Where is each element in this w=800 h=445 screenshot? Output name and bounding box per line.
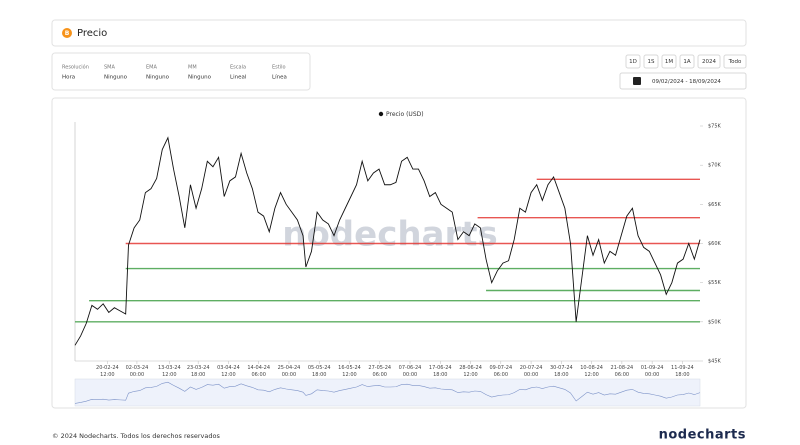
x-tick-label: 21-08-24 06:00 [611, 365, 634, 378]
x-tick-label: 02-03-24 00:00 [126, 365, 149, 378]
setting-label: Resolución [62, 64, 89, 71]
y-tick-label: $60K [708, 241, 722, 247]
range-button-label: 1S [648, 59, 655, 65]
x-tick-label: 07-06-24 00:00 [399, 365, 422, 378]
setting-label: Escala [230, 65, 246, 71]
x-tick-label: 28-06-24 12:00 [459, 365, 482, 378]
copyright: © 2024 Nodecharts. Todos los derechos re… [52, 432, 220, 440]
chart: $45K $50K $55K $60K $65K $70K $75K 20-02-24 12:0… [74, 111, 722, 407]
setting-label: Estilo [272, 65, 286, 71]
x-tick-label: 25-04-24 00:00 [278, 365, 301, 378]
brand-logo: nodecharts [659, 428, 746, 443]
page-title: Precio [77, 28, 107, 39]
x-tick-label: 20-02-24 12:00 [96, 365, 119, 378]
x-tick-label: 20-07-24 00:00 [520, 365, 543, 378]
legend-marker [378, 111, 384, 117]
navigator[interactable] [74, 378, 701, 407]
x-tick-label: 23-03-24 18:00 [187, 365, 210, 378]
y-tick-label: $70K [708, 163, 722, 169]
x-tick-label: 01-09-24 00:00 [641, 365, 664, 378]
header-card [51, 19, 747, 47]
setting-label: EMA [146, 65, 157, 71]
x-tick-label: 09-07-24 06:00 [489, 365, 512, 378]
settings: Resolución Hora SMA Ninguno EMA Ninguno MM Ning… [62, 64, 287, 81]
watermark: nodecharts [282, 215, 498, 255]
range-button[interactable] [625, 54, 641, 69]
range-button[interactable] [723, 54, 747, 69]
setting-value[interactable]: Hora [62, 75, 75, 81]
y-tick-label: $55K [708, 280, 722, 286]
x-tick-label: 17-06-24 18:00 [429, 365, 452, 378]
bitcoin-glyph: B [65, 30, 70, 37]
price-line [74, 136, 701, 346]
x-tick-label: 30-07-24 18:00 [550, 365, 573, 378]
x-tick-label: 13-03-24 12:00 [158, 365, 181, 378]
range-button-label: Todo [728, 59, 742, 65]
x-tick-label: 27-05-24 06:00 [368, 365, 391, 378]
setting-value[interactable]: Ninguno [104, 75, 128, 81]
date-picker[interactable] [619, 72, 747, 90]
date-range: 09/02/2024 - 18/09/2024 [652, 79, 721, 85]
chart-card [51, 97, 747, 409]
calendar-icon [633, 77, 641, 85]
range-button-label: 2024 [702, 59, 716, 65]
range-button-label: 1M [665, 59, 673, 65]
range-button-label: 1D [629, 59, 637, 65]
setting-value[interactable]: Línea [272, 74, 287, 81]
legend-label[interactable]: Precio (USD) [386, 111, 424, 118]
x-tick-label: 05-05-24 18:00 [308, 365, 331, 378]
x-tick-label: 10-08-24 12:00 [580, 365, 603, 378]
navigator-line [74, 381, 701, 404]
bitcoin-icon [62, 28, 72, 38]
range-button[interactable] [661, 54, 677, 69]
x-tick-label: 03-04-24 12:00 [217, 365, 240, 378]
range-button[interactable] [643, 54, 659, 69]
y-tick-label: $45K [708, 359, 722, 365]
x-tick-label: 11-09-24 18:00 [671, 365, 694, 378]
setting-label: MM [188, 65, 197, 71]
x-tick-label: 16-05-24 12:00 [338, 365, 361, 378]
range-buttons: 1D 1S 1M 1A 2024 Todo [625, 54, 747, 69]
range-button[interactable] [679, 54, 695, 69]
y-tick-label: $65K [708, 202, 722, 208]
x-tick-label: 14-04-24 06:00 [247, 365, 270, 378]
setting-value[interactable]: Ninguno [188, 75, 212, 81]
setting-value[interactable]: Ninguno [146, 75, 170, 81]
setting-value[interactable]: Lineal [230, 75, 247, 81]
y-tick-label: $75K [708, 124, 722, 130]
setting-label: SMA [104, 65, 115, 71]
range-button-label: 1A [683, 59, 690, 65]
y-tick-label: $50K [708, 319, 722, 325]
settings-card [51, 52, 311, 91]
range-button[interactable] [697, 54, 721, 69]
